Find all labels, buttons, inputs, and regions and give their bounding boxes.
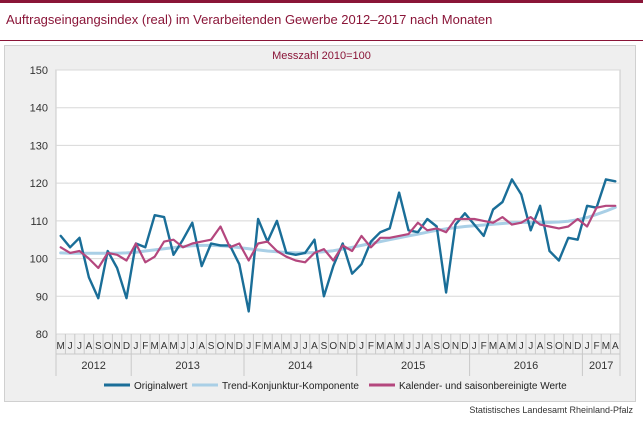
x-year-label: 2016 <box>514 360 538 372</box>
x-month-label: N <box>339 341 346 352</box>
page-title: Auftragseingangsindex (real) im Verarbei… <box>6 12 493 27</box>
x-month-label: M <box>489 341 497 352</box>
x-month-label: N <box>452 341 459 352</box>
x-year-label: 2012 <box>81 360 105 372</box>
x-month-label: J <box>359 341 364 352</box>
legend-label: Originalwert <box>134 381 188 392</box>
x-month-label: S <box>95 341 102 352</box>
top-accent-bar <box>0 0 643 3</box>
x-month-label: D <box>236 341 243 352</box>
x-month-label: F <box>142 341 148 352</box>
y-tick-label: 90 <box>36 291 48 303</box>
x-month-label: A <box>537 341 544 352</box>
source-note: Statistisches Landesamt Rheinland-Pfalz <box>469 405 633 415</box>
x-year-label: 2015 <box>401 360 425 372</box>
y-tick-label: 110 <box>30 216 48 228</box>
x-month-label: J <box>528 341 533 352</box>
x-month-label: J <box>180 341 185 352</box>
y-tick-label: 130 <box>30 140 48 152</box>
y-tick-label: 140 <box>30 103 48 115</box>
x-month-label: M <box>151 341 159 352</box>
x-month-label: N <box>226 341 233 352</box>
x-month-label: M <box>57 341 65 352</box>
y-tick-label: 150 <box>30 65 48 77</box>
x-month-label: F <box>593 341 599 352</box>
x-month-label: S <box>321 341 328 352</box>
x-month-label: N <box>565 341 572 352</box>
y-tick-label: 80 <box>36 329 48 341</box>
x-month-label: J <box>472 341 477 352</box>
x-month-label: O <box>104 341 112 352</box>
x-month-label: F <box>481 341 487 352</box>
x-month-label: J <box>246 341 251 352</box>
x-month-label: O <box>217 341 225 352</box>
x-month-label: A <box>311 341 318 352</box>
x-month-label: J <box>68 341 73 352</box>
x-month-label: A <box>86 341 93 352</box>
x-month-label: J <box>133 341 138 352</box>
x-month-label: M <box>282 341 290 352</box>
x-month-label: J <box>77 341 82 352</box>
series-line-kalender-und-saisonbereinigte-werte <box>59 204 617 270</box>
x-year-label: 2017 <box>589 360 613 372</box>
x-month-label: F <box>255 341 261 352</box>
x-month-label: M <box>263 341 271 352</box>
x-month-label: S <box>433 341 440 352</box>
legend-label: Kalender- und saisonbereinigte Werte <box>399 381 567 392</box>
x-year-label: 2013 <box>175 360 199 372</box>
x-month-label: M <box>602 341 610 352</box>
x-month-label: J <box>293 341 298 352</box>
x-month-label: D <box>348 341 355 352</box>
x-month-label: O <box>329 341 337 352</box>
title-divider <box>0 40 643 41</box>
x-month-label: M <box>508 341 516 352</box>
x-month-label: D <box>574 341 581 352</box>
x-month-label: J <box>585 341 590 352</box>
x-month-label: J <box>519 341 524 352</box>
chart-subtitle: Messzahl 2010=100 <box>272 50 371 62</box>
x-month-label: J <box>415 341 420 352</box>
legend-label: Trend-Konjunktur-Komponente <box>222 381 359 392</box>
x-month-label: M <box>169 341 177 352</box>
x-month-label: F <box>368 341 374 352</box>
x-month-label: S <box>208 341 215 352</box>
x-month-label: J <box>303 341 308 352</box>
x-month-label: A <box>386 341 393 352</box>
x-year-label: 2014 <box>288 360 312 372</box>
x-month-label: O <box>442 341 450 352</box>
x-month-label: A <box>499 341 506 352</box>
y-tick-label: 100 <box>30 254 48 266</box>
x-month-label: D <box>123 341 130 352</box>
x-month-label: A <box>612 341 619 352</box>
x-month-label: D <box>461 341 468 352</box>
x-month-label: A <box>161 341 168 352</box>
x-month-label: A <box>198 341 205 352</box>
x-month-label: J <box>190 341 195 352</box>
x-month-label: O <box>555 341 563 352</box>
x-month-label: M <box>376 341 384 352</box>
y-tick-label: 120 <box>30 178 48 190</box>
x-month-label: A <box>274 341 281 352</box>
plot-area <box>55 69 621 335</box>
x-month-label: S <box>546 341 553 352</box>
x-month-label: A <box>424 341 431 352</box>
x-month-label: J <box>406 341 411 352</box>
x-month-label: N <box>113 341 120 352</box>
x-month-label: M <box>395 341 403 352</box>
